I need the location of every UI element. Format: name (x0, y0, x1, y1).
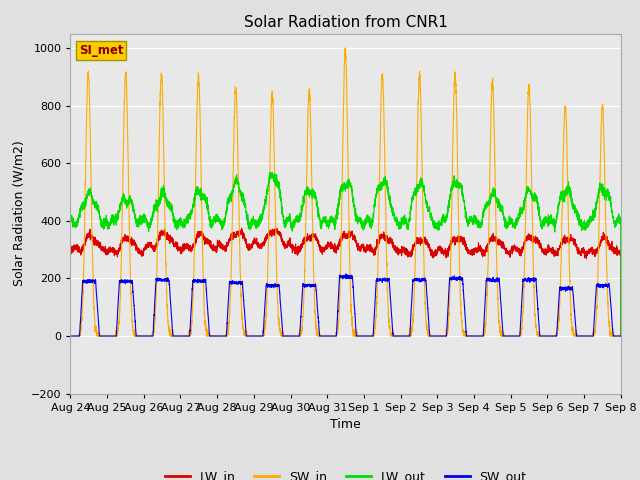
SW_out (500, 333, 508, 339)
LW_out (616, 216, 624, 221)
SW_out (342, 271, 349, 277)
LW_in (469, 252, 477, 257)
LW_out (67, 216, 74, 221)
LW_in (616, 251, 624, 256)
Legend: LW_in, SW_in, LW_out, SW_out: LW_in, SW_in, LW_out, SW_out (159, 465, 532, 480)
LW_out (325, 224, 333, 229)
LW_in (166, 237, 173, 243)
Line: LW_out: LW_out (70, 173, 621, 336)
SW_out (67, 333, 74, 339)
LW_in (438, 246, 446, 252)
LW_in (325, 244, 333, 250)
LW_out (469, 222, 477, 228)
LW_out (617, 333, 625, 339)
SW_out (166, 282, 173, 288)
SW_in (67, 333, 74, 339)
SW_in (438, 333, 446, 339)
SW_in (325, 333, 333, 339)
LW_in (238, 226, 246, 231)
SW_out (438, 333, 446, 339)
Title: Solar Radiation from CNR1: Solar Radiation from CNR1 (244, 15, 447, 30)
LW_in (67, 249, 74, 255)
X-axis label: Time: Time (330, 418, 361, 431)
LW_in (500, 245, 508, 251)
SW_in (500, 333, 508, 339)
Text: SI_met: SI_met (79, 44, 123, 58)
SW_in (341, 45, 349, 51)
LW_out (268, 170, 276, 176)
SW_out (325, 333, 333, 339)
Line: LW_in: LW_in (70, 228, 621, 336)
SW_out (469, 333, 477, 339)
SW_in (617, 333, 625, 339)
SW_out (616, 333, 624, 339)
LW_in (617, 333, 625, 339)
Line: SW_in: SW_in (70, 48, 621, 336)
LW_out (500, 218, 508, 224)
Line: SW_out: SW_out (70, 274, 621, 336)
SW_in (166, 330, 173, 336)
SW_out (617, 333, 625, 339)
LW_out (438, 213, 446, 219)
SW_in (616, 333, 624, 339)
Y-axis label: Solar Radiation (W/m2): Solar Radiation (W/m2) (12, 141, 26, 287)
SW_in (469, 333, 477, 339)
LW_out (166, 206, 173, 212)
